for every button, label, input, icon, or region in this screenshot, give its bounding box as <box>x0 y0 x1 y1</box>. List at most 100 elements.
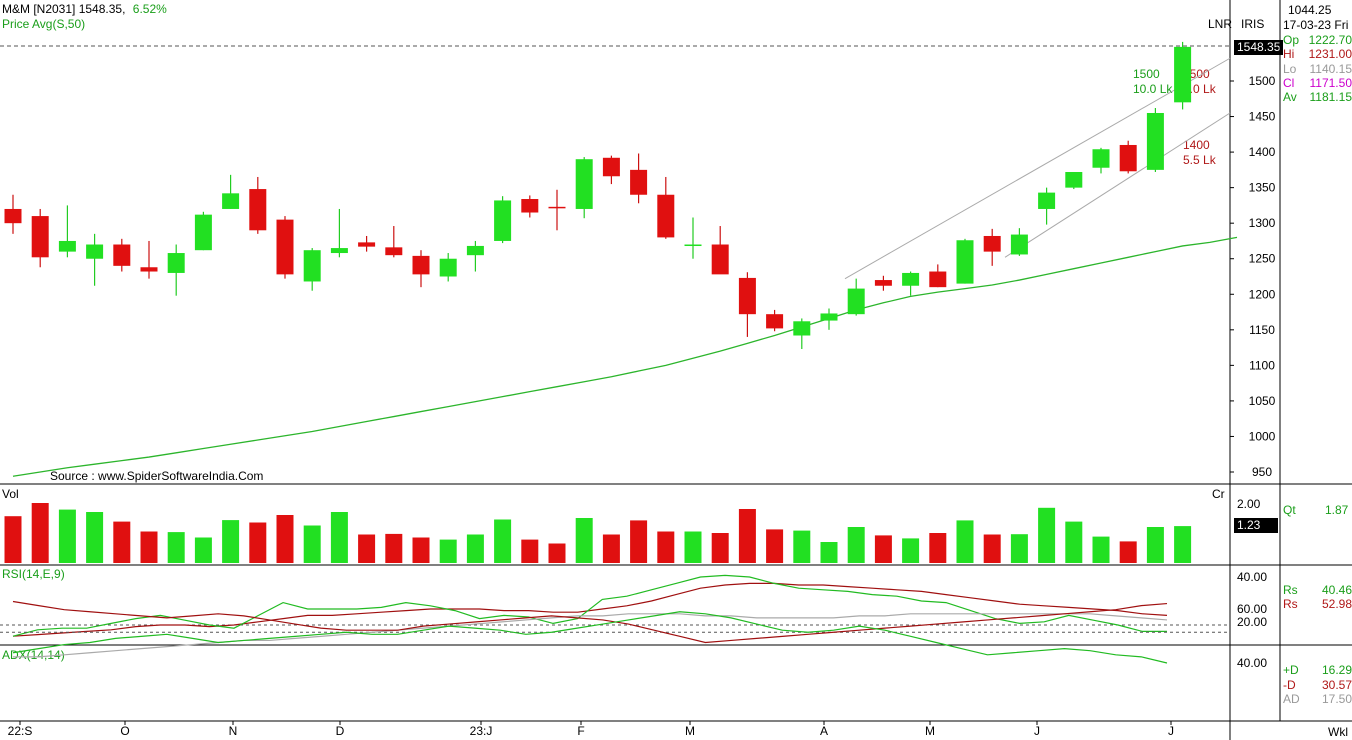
candle-body <box>466 245 484 256</box>
ohlc-value-3: 1171.50 <box>1309 75 1352 90</box>
candle-body <box>276 219 294 275</box>
adx-value-1: 30.57 <box>1321 677 1352 692</box>
volume-bar <box>983 534 1001 563</box>
volume-bar <box>1119 541 1137 563</box>
period-label[interactable]: Wkl <box>1328 725 1348 739</box>
volume-bar <box>711 533 729 563</box>
volume-bar <box>385 533 403 563</box>
candle-body <box>1119 144 1137 172</box>
trend-channel-lower <box>1004 112 1231 258</box>
symbol-name: M&M [N2031] <box>2 2 76 16</box>
adx-tick-label: 40.00 <box>1237 656 1267 670</box>
candle-body <box>222 193 240 209</box>
volume-qt-value: 1.87 <box>1325 503 1349 517</box>
candle-body <box>494 200 512 241</box>
price-tick-label: 1400 <box>1249 145 1276 159</box>
annotation-1500-right-volume: 6.0 Lk <box>1183 82 1216 96</box>
rsi-value-1: 52.98 <box>1321 597 1352 611</box>
volume-bar <box>874 535 892 563</box>
candle-body <box>1146 112 1164 170</box>
price-tick-label: 1100 <box>1249 358 1275 372</box>
volume-bar <box>1174 526 1192 563</box>
sma50-line <box>12 236 1238 477</box>
candle-body <box>412 255 430 275</box>
ohlc-value-4: 1181.15 <box>1309 90 1352 105</box>
symbol-title: M&M [N2031] 1548.35, 6.52% <box>2 2 167 16</box>
candle-body <box>167 253 185 273</box>
volume-bar <box>113 521 131 563</box>
x-axis-label: J <box>1168 724 1174 738</box>
volume-bar <box>58 509 76 563</box>
volume-bar <box>902 538 920 563</box>
rsi-tick-label: 60.00 <box>1237 602 1267 616</box>
adx-key-0: +D <box>1283 663 1299 677</box>
candle-body <box>766 314 784 329</box>
adx-key-2: AD <box>1283 692 1300 706</box>
candle-body <box>548 206 566 209</box>
price-tick-label: 1450 <box>1249 110 1276 124</box>
volume-bar <box>31 503 49 563</box>
ohlc-key-4: Av <box>1283 90 1297 105</box>
annotation-1500-left-volume: 10.0 Lk <box>1133 82 1173 96</box>
candle-body <box>385 247 403 256</box>
candle-body <box>439 258 457 277</box>
trend-channel-upper <box>844 57 1231 280</box>
ohlc-value-0: 1222.70 <box>1308 33 1352 47</box>
x-axis-label: 22:S <box>8 724 33 738</box>
source-label: Source : www.SpiderSoftwareIndia.Com <box>50 469 264 483</box>
price-tick-label: 1350 <box>1249 181 1276 195</box>
candle-body <box>194 214 212 251</box>
x-axis-label: M <box>685 724 695 738</box>
ohlc-value-1: 1231.00 <box>1308 47 1352 62</box>
volume-unit: Cr <box>1212 487 1225 501</box>
candle-body <box>820 313 838 321</box>
candle-body <box>956 240 974 284</box>
candle-body <box>58 240 76 252</box>
candle-body <box>847 288 865 315</box>
candle-body <box>575 159 593 209</box>
price-tick-label: 1150 <box>1249 323 1275 337</box>
candle-body <box>303 250 321 282</box>
candle-body <box>31 216 49 258</box>
plus-di-line <box>12 611 1168 664</box>
rsi-line <box>12 574 1167 637</box>
volume-title: Vol <box>2 487 19 501</box>
x-axis-label: D <box>336 724 345 738</box>
candle-body <box>793 321 811 336</box>
annotation-1500-left: 1500 <box>1133 67 1160 81</box>
volume-bar <box>575 518 593 563</box>
volume-bar <box>494 519 512 563</box>
candle-body <box>140 267 158 272</box>
iris-tool-button[interactable]: IRIS <box>1241 17 1265 31</box>
ohlc-key-1: Hi <box>1283 47 1295 62</box>
annotation-1400: 1400 <box>1183 138 1210 152</box>
candle-body <box>602 157 620 177</box>
x-axis-label: F <box>577 724 584 738</box>
x-axis-label: M <box>925 724 935 738</box>
volume-bar <box>358 534 376 563</box>
price-tick-label: 1200 <box>1249 287 1276 301</box>
volume-bar <box>86 512 104 563</box>
annotation-1400-volume: 5.5 Lk <box>1183 153 1216 167</box>
indicator-label: Price Avg(S,50) <box>2 17 86 31</box>
candle-body <box>630 169 648 195</box>
volume-bar <box>466 534 484 563</box>
adx-line <box>13 613 1168 658</box>
volume-axis-top: 2.00 <box>1237 497 1261 511</box>
x-axis-label: J <box>1034 724 1040 738</box>
last-price: 1548.35, <box>78 2 126 16</box>
volume-bar <box>249 522 267 563</box>
rsi-signal-line <box>12 582 1168 637</box>
candle-body <box>874 280 892 286</box>
candle-body <box>738 277 756 315</box>
volume-bar <box>548 543 566 563</box>
adx-value-0: 16.29 <box>1321 663 1352 677</box>
lnr-tool-button[interactable]: LNR <box>1208 17 1233 31</box>
price-tick-label: 1050 <box>1249 394 1276 408</box>
candle-body <box>358 242 376 247</box>
candle-body <box>711 244 729 275</box>
candle-body <box>657 194 675 238</box>
volume-bar <box>521 539 539 563</box>
price-tick-label: 950 <box>1252 465 1272 479</box>
candle-body <box>1010 234 1028 255</box>
